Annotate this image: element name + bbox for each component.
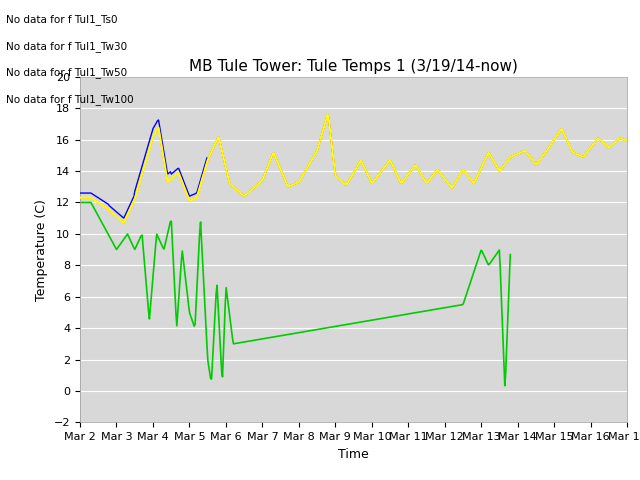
X-axis label: Time: Time (338, 448, 369, 461)
Y-axis label: Temperature (C): Temperature (C) (35, 199, 48, 300)
Title: MB Tule Tower: Tule Temps 1 (3/19/14-now): MB Tule Tower: Tule Temps 1 (3/19/14-now… (189, 59, 518, 74)
Text: No data for f Tul1_Tw50: No data for f Tul1_Tw50 (6, 67, 127, 78)
Text: No data for f Tul1_Tw100: No data for f Tul1_Tw100 (6, 94, 134, 105)
Text: No data for f Tul1_Ts0: No data for f Tul1_Ts0 (6, 14, 118, 25)
Text: No data for f Tul1_Tw30: No data for f Tul1_Tw30 (6, 41, 127, 52)
